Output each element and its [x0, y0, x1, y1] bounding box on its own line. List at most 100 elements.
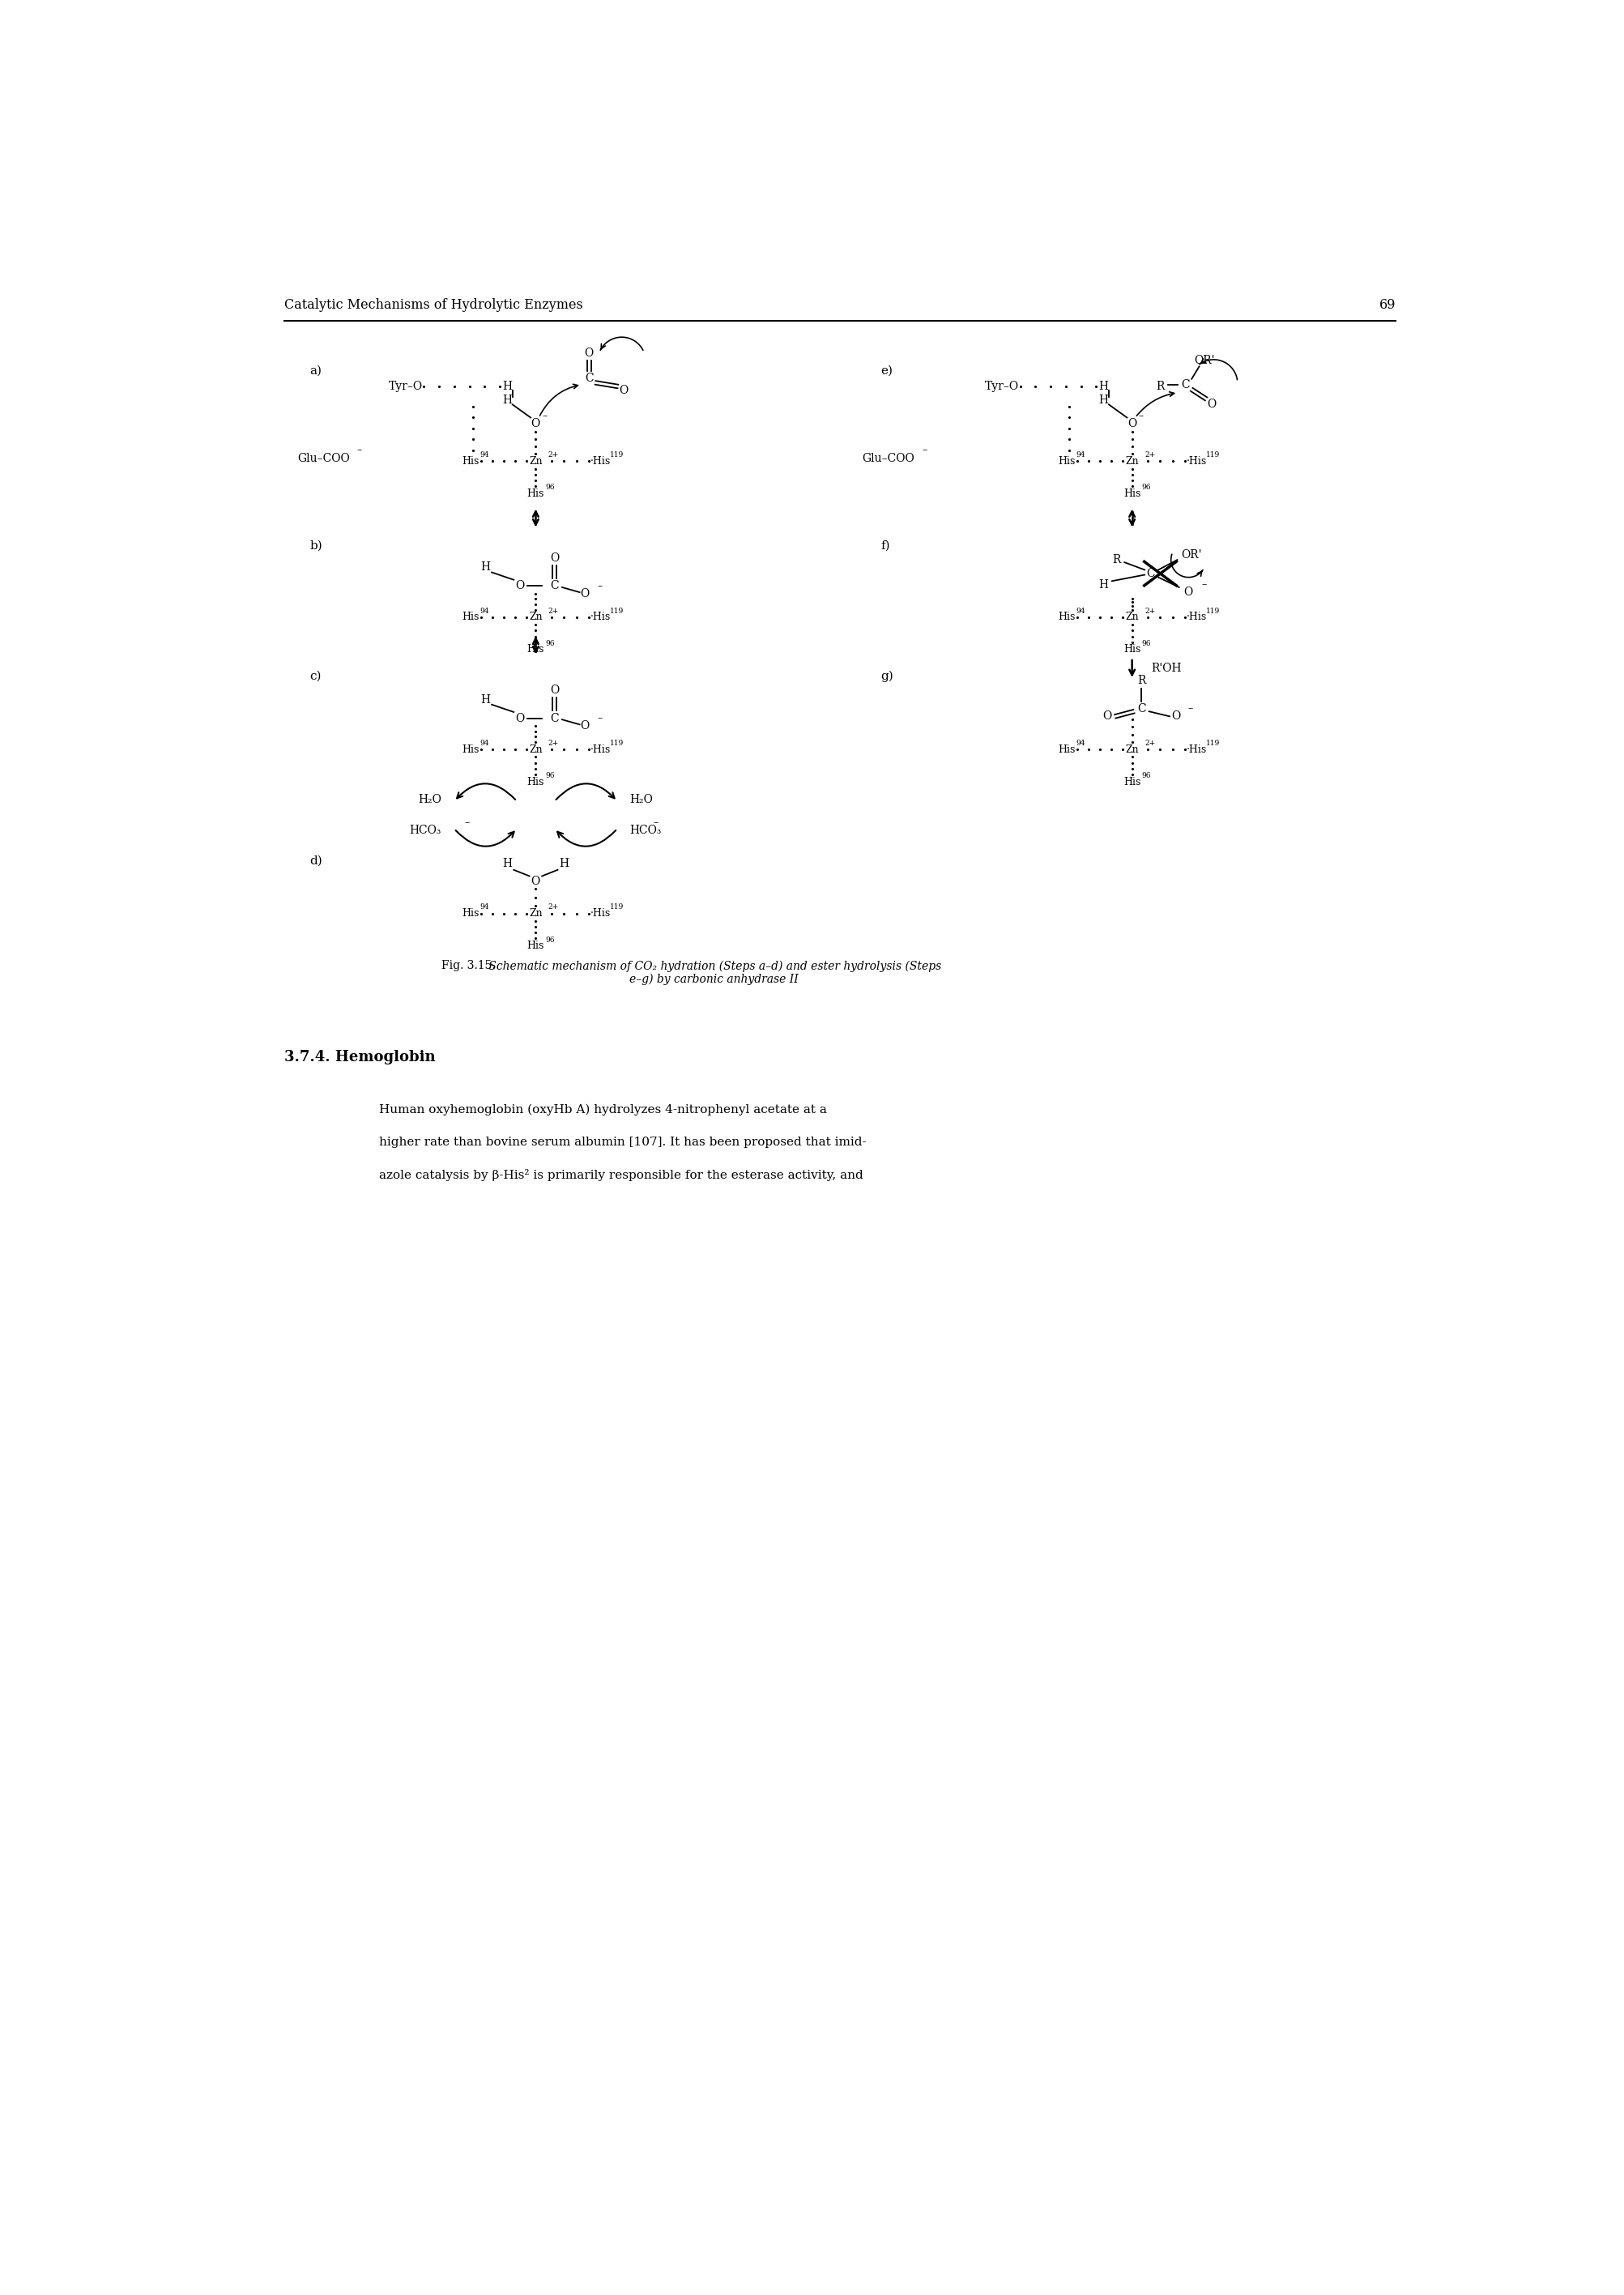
- Text: Human oxyhemoglobin (oxyHb A) hydrolyzes 4-nitrophenyl acetate at a: Human oxyhemoglobin (oxyHb A) hydrolyzes…: [378, 1104, 827, 1115]
- Text: c): c): [310, 670, 322, 682]
- Text: O: O: [515, 581, 525, 592]
- Text: ·His: ·His: [590, 909, 611, 918]
- Text: O: O: [1207, 399, 1216, 409]
- Text: Tyr–O: Tyr–O: [388, 381, 422, 392]
- Text: His: His: [461, 457, 479, 466]
- Text: 94: 94: [1077, 608, 1085, 615]
- Text: Zn: Zn: [1125, 457, 1138, 466]
- Text: ·His: ·His: [1187, 613, 1207, 622]
- Text: C: C: [1181, 379, 1190, 390]
- Text: Tyr–O: Tyr–O: [984, 381, 1018, 392]
- Text: C: C: [1137, 702, 1147, 714]
- Text: O: O: [551, 553, 559, 565]
- Text: O: O: [1127, 418, 1137, 429]
- Text: H: H: [502, 858, 512, 870]
- Text: –: –: [598, 714, 603, 723]
- Text: –: –: [653, 817, 658, 828]
- Text: ·His: ·His: [1187, 744, 1207, 755]
- Text: 2+: 2+: [549, 452, 559, 459]
- Text: 96: 96: [546, 771, 554, 780]
- Text: a): a): [310, 365, 322, 376]
- Text: H: H: [1099, 578, 1109, 590]
- Text: C: C: [585, 372, 593, 383]
- Text: His: His: [1124, 489, 1140, 498]
- Text: H: H: [1099, 381, 1109, 392]
- Text: 119: 119: [609, 452, 624, 459]
- Text: 94: 94: [1077, 452, 1085, 459]
- Text: 96: 96: [1142, 484, 1151, 491]
- Text: His: His: [1059, 744, 1075, 755]
- Text: H₂O: H₂O: [417, 794, 442, 806]
- Text: –: –: [357, 445, 362, 454]
- Text: C: C: [1147, 567, 1155, 578]
- Text: –: –: [1202, 581, 1207, 590]
- Text: 119: 119: [1207, 452, 1220, 459]
- Text: Catalytic Mechanisms of Hydrolytic Enzymes: Catalytic Mechanisms of Hydrolytic Enzym…: [284, 298, 583, 312]
- Text: 94: 94: [479, 608, 489, 615]
- Text: 94: 94: [1077, 739, 1085, 746]
- Text: His: His: [461, 744, 479, 755]
- Text: –: –: [1138, 411, 1143, 420]
- Text: –: –: [922, 445, 927, 454]
- Text: O: O: [619, 386, 628, 397]
- Text: 94: 94: [479, 904, 489, 911]
- Text: Schematic mechanism of CO₂ hydration (Steps a–d) and ester hydrolysis (Steps
e–g: Schematic mechanism of CO₂ hydration (St…: [486, 959, 942, 985]
- Text: g): g): [880, 670, 893, 682]
- Text: H: H: [481, 562, 490, 574]
- Text: His: His: [528, 941, 544, 950]
- Text: Zn: Zn: [529, 613, 542, 622]
- Text: C: C: [551, 714, 559, 723]
- Text: O: O: [515, 714, 525, 723]
- Text: Fig. 3.15.: Fig. 3.15.: [442, 959, 495, 971]
- Text: –: –: [598, 581, 603, 592]
- Text: His: His: [528, 776, 544, 787]
- Text: H: H: [559, 858, 568, 870]
- Text: higher rate than bovine serum albumin [107]. It has been proposed that imid-: higher rate than bovine serum albumin [1…: [378, 1136, 866, 1148]
- Text: 119: 119: [609, 904, 624, 911]
- Text: R: R: [1112, 553, 1121, 565]
- Text: 119: 119: [1207, 608, 1220, 615]
- Text: Zn: Zn: [529, 909, 542, 918]
- Text: –: –: [1187, 705, 1194, 714]
- Text: 94: 94: [479, 739, 489, 746]
- Text: HCO₃: HCO₃: [630, 824, 661, 835]
- Text: ·His: ·His: [590, 744, 611, 755]
- Text: Zn: Zn: [529, 457, 542, 466]
- Text: f): f): [880, 539, 890, 551]
- Text: R'OH: R'OH: [1151, 663, 1181, 675]
- Text: H: H: [502, 381, 512, 392]
- Text: azole catalysis by β-His² is primarily responsible for the esterase activity, an: azole catalysis by β-His² is primarily r…: [378, 1168, 862, 1182]
- Text: H₂O: H₂O: [630, 794, 653, 806]
- Text: 2+: 2+: [549, 904, 559, 911]
- Text: 119: 119: [1207, 739, 1220, 746]
- Text: 119: 119: [609, 608, 624, 615]
- Text: 96: 96: [546, 484, 554, 491]
- Text: 96: 96: [546, 936, 554, 943]
- Text: H: H: [502, 395, 512, 406]
- Text: OR': OR': [1181, 549, 1202, 560]
- Text: O: O: [531, 418, 541, 429]
- Text: H: H: [481, 693, 490, 705]
- Text: Zn: Zn: [529, 744, 542, 755]
- Text: O: O: [1184, 588, 1194, 599]
- Text: His: His: [461, 613, 479, 622]
- Text: His: His: [461, 909, 479, 918]
- Text: –: –: [464, 817, 469, 828]
- Text: O: O: [585, 349, 594, 358]
- Text: His: His: [1059, 457, 1075, 466]
- Text: e): e): [880, 365, 893, 376]
- Text: ·His: ·His: [590, 457, 611, 466]
- Text: ·His: ·His: [1187, 457, 1207, 466]
- Text: 96: 96: [546, 640, 554, 647]
- Text: His: His: [1124, 776, 1140, 787]
- Text: 69: 69: [1379, 298, 1395, 312]
- Text: 3.7.4. Hemoglobin: 3.7.4. Hemoglobin: [284, 1049, 435, 1065]
- Text: OR': OR': [1194, 353, 1215, 365]
- Text: 96: 96: [1142, 771, 1151, 780]
- Text: His: His: [528, 645, 544, 654]
- Text: d): d): [310, 854, 323, 865]
- Text: 2+: 2+: [1145, 608, 1155, 615]
- Text: His: His: [1059, 613, 1075, 622]
- Text: O: O: [1171, 711, 1181, 723]
- Text: O: O: [580, 721, 590, 732]
